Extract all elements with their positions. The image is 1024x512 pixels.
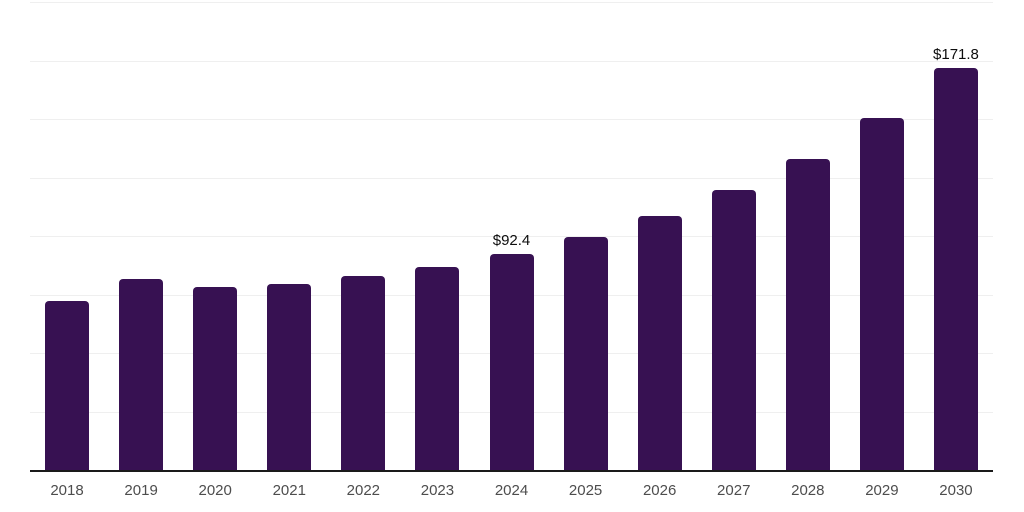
bar-2027 [711,190,756,470]
x-tick-label-2023: 2023 [420,482,455,499]
bar-slot [845,2,919,470]
gridline [30,236,993,237]
gridline [30,2,993,3]
bar-2018 [45,301,90,470]
gridline [30,60,993,62]
x-tick-label-2021: 2021 [272,482,306,499]
bar-2022 [341,276,386,470]
bar-2029 [859,118,904,470]
bar-2025 [563,237,608,470]
bar-slot [623,2,697,470]
bar-slot [30,2,104,470]
bar-slot [771,2,845,470]
x-tick-label-2019: 2019 [124,482,158,499]
bar-slot [697,2,771,470]
x-tick-label-2025: 2025 [568,482,603,499]
bar-2030 [933,68,978,470]
plot-area: $92.4 $171.8 [30,2,993,472]
x-tick-label-2022: 2022 [346,482,381,499]
value-label-2024: $92.4 [492,232,531,249]
x-tick-label-2020: 2020 [198,482,232,499]
bar-slot: $171.8 [919,2,993,470]
x-tick-label-2028: 2028 [791,482,825,499]
x-axis-labels: 2018 2019 2020 2021 2022 2023 2024 2025 2026 2027… [30,480,993,502]
x-tick-label-2029: 2029 [865,482,899,499]
bar-2019 [119,279,164,470]
bar-2024 [489,254,534,470]
bar-slot [400,2,474,470]
bar-2023 [415,267,460,470]
bar-2028 [785,159,830,470]
bar-slot: $92.4 [474,2,548,470]
x-tick-label-2018: 2018 [50,482,84,499]
bar-slot [104,2,178,470]
gridline [30,119,993,120]
value-label-2030: $171.8 [933,46,979,63]
bar-slot [252,2,326,470]
bar-2020 [193,287,238,470]
bar-2021 [267,284,312,470]
gridline [30,177,993,179]
bars-row: $92.4 $171.8 [30,2,993,470]
bar-2026 [637,216,682,470]
x-tick-label-2027: 2027 [717,482,751,499]
x-tick-label-2024: 2024 [494,482,529,499]
bar-slot [326,2,400,470]
x-tick-label-2030: 2030 [939,482,973,499]
x-tick-label-2026: 2026 [642,482,677,499]
bar-slot [178,2,252,470]
bar-slot [549,2,623,470]
